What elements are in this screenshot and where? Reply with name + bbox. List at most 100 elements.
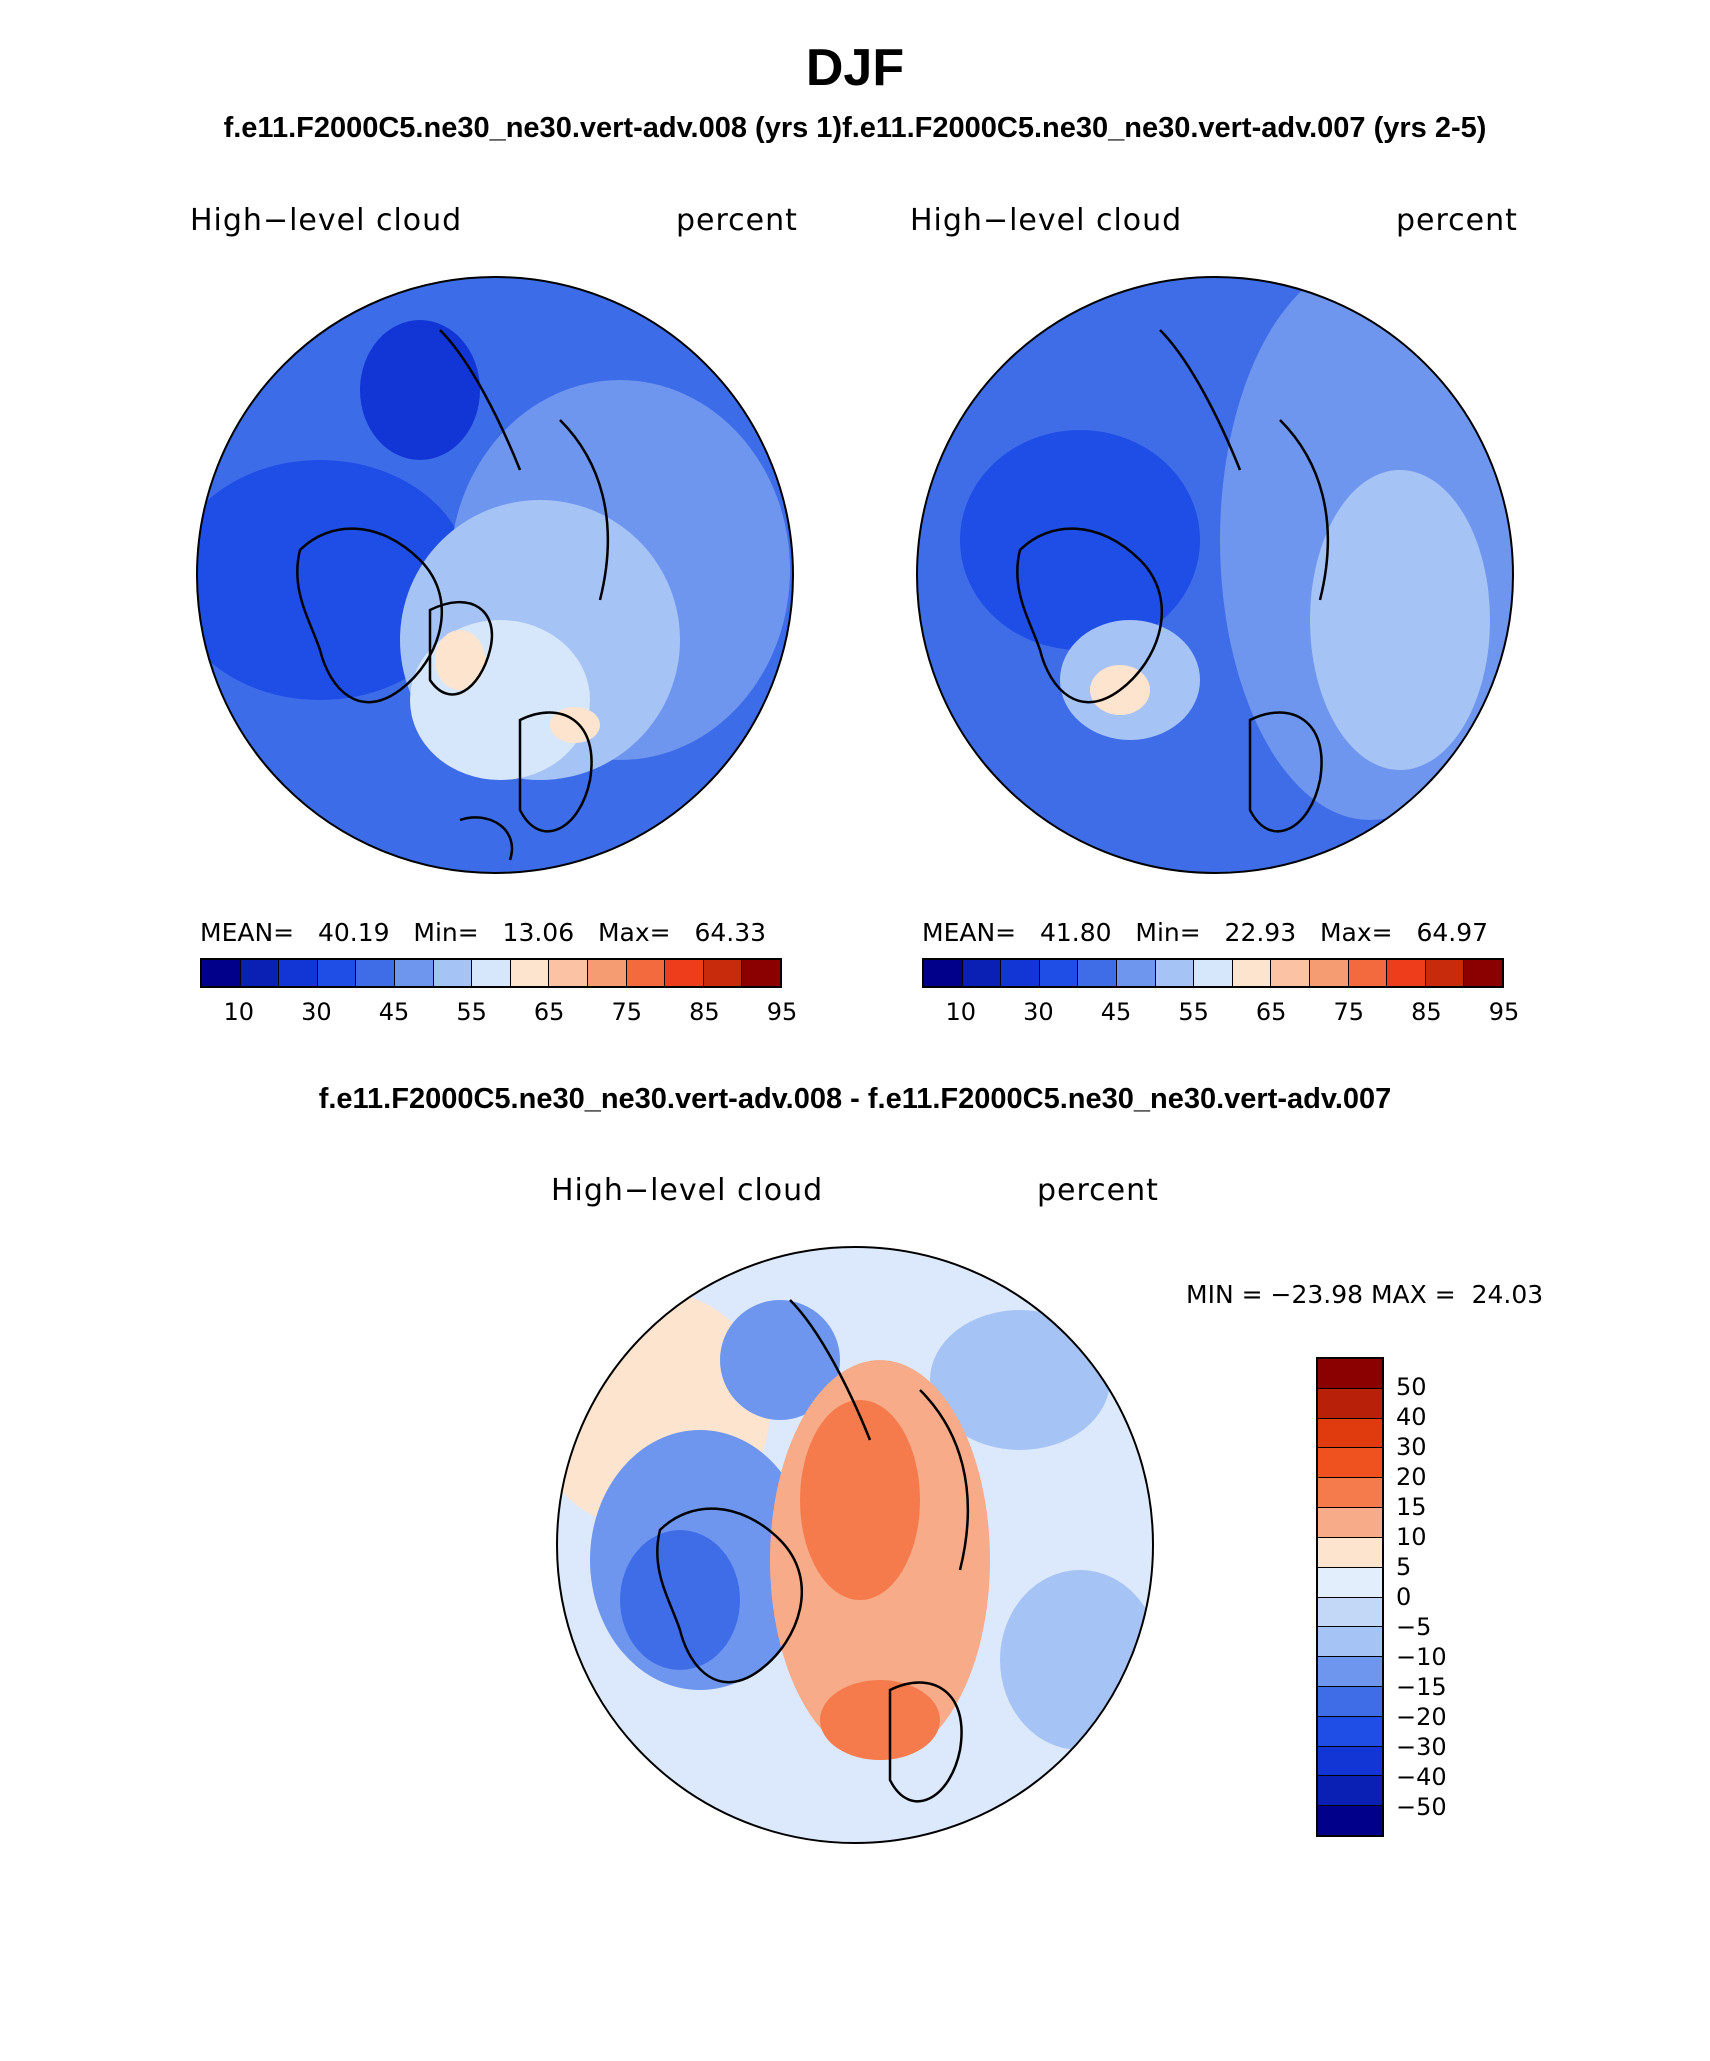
colorbar-tick-label: −10 bbox=[1396, 1643, 1447, 1671]
colorbar-swatch bbox=[1078, 960, 1117, 986]
panel1-mean-value: 40.19 bbox=[317, 918, 390, 947]
colorbar-swatch bbox=[394, 960, 434, 986]
panel1-min-label: Min= bbox=[413, 918, 479, 947]
panel3-warm-region bbox=[800, 1400, 920, 1600]
panel2-variable: High−level cloud bbox=[910, 203, 1183, 238]
panel2-colorbar bbox=[922, 958, 1504, 988]
panel3-max-label: MAX = bbox=[1370, 1280, 1456, 1309]
panel1-light-region bbox=[410, 620, 590, 780]
colorbar-swatch bbox=[1318, 1657, 1382, 1687]
colorbar-swatch bbox=[1387, 960, 1426, 986]
colorbar-swatch bbox=[1318, 1478, 1382, 1509]
colorbar-tick-label: −5 bbox=[1396, 1613, 1432, 1641]
panel3-units: percent bbox=[1037, 1173, 1159, 1208]
panel1-mid-region bbox=[450, 380, 790, 760]
colorbar-tick-label: −40 bbox=[1396, 1763, 1447, 1791]
panel1-max-value: 64.33 bbox=[694, 918, 767, 947]
panel3-warm-region bbox=[557, 1290, 770, 1530]
colorbar-swatch bbox=[1232, 960, 1272, 986]
colorbar-tick-label: 20 bbox=[1396, 1463, 1427, 1491]
colorbar-swatch bbox=[1318, 1537, 1382, 1568]
colorbar-tick-label: 30 bbox=[301, 998, 332, 1026]
panel3-cool-region bbox=[1000, 1570, 1153, 1750]
panel3-cool-region bbox=[620, 1530, 740, 1670]
colorbar-tick-label: 55 bbox=[456, 998, 487, 1026]
panel2-warm-spot bbox=[1090, 665, 1150, 715]
panel3-min-label: MIN = bbox=[1186, 1280, 1263, 1309]
colorbar-tick-label: −50 bbox=[1396, 1793, 1447, 1821]
colorbar-swatch bbox=[703, 960, 743, 986]
panel2-mid-region bbox=[1220, 277, 1513, 820]
colorbar-tick-label: 0 bbox=[1396, 1583, 1412, 1611]
colorbar-swatch bbox=[1318, 1418, 1382, 1449]
colorbar-tick-label: 65 bbox=[1255, 998, 1287, 1026]
panel2-max-label: Max= bbox=[1319, 918, 1393, 947]
panel2-min-value: 22.93 bbox=[1224, 918, 1297, 947]
colorbar-tick-label: 65 bbox=[533, 998, 565, 1026]
colorbar-swatch bbox=[1194, 960, 1233, 986]
colorbar-swatch bbox=[1309, 960, 1349, 986]
colorbar-swatch bbox=[1318, 1746, 1382, 1777]
panel3-warm-region bbox=[820, 1680, 940, 1760]
panel1-light-region bbox=[400, 500, 680, 780]
colorbar-tick-label: 75 bbox=[611, 998, 643, 1026]
season-title: DJF bbox=[805, 39, 905, 97]
colorbar-swatch bbox=[1318, 1388, 1382, 1419]
colorbar-tick-label: 30 bbox=[1396, 1433, 1427, 1461]
colorbar-swatch bbox=[626, 960, 666, 986]
panel1-units: percent bbox=[676, 203, 798, 238]
colorbar-swatch bbox=[924, 960, 963, 986]
panel3-cool-region bbox=[930, 1310, 1110, 1450]
colorbar-swatch bbox=[1039, 960, 1079, 986]
colorbar-swatch bbox=[433, 960, 473, 986]
colorbar-tick-label: 30 bbox=[1023, 998, 1054, 1026]
panel2-light-region bbox=[1060, 620, 1200, 740]
panel2-mean-value: 41.80 bbox=[1039, 918, 1112, 947]
difference-title: f.e11.F2000C5.ne30_ne30.vert-adv.008 - f… bbox=[318, 1083, 1392, 1115]
colorbar-tick-label: −15 bbox=[1396, 1673, 1447, 1701]
panel3-coastlines bbox=[656, 1299, 970, 1803]
colorbar-tick-label: 85 bbox=[689, 998, 720, 1026]
panel1-max-label: Max= bbox=[597, 918, 671, 947]
colorbar-tick-label: 85 bbox=[1411, 998, 1442, 1026]
panel2-min-label: Min= bbox=[1135, 918, 1201, 947]
panel2-base-field bbox=[917, 277, 1513, 873]
panel2-coastlines bbox=[1016, 329, 1330, 833]
panel3-min-value: −23.98 bbox=[1270, 1280, 1364, 1309]
panel1-mean-label: MEAN= bbox=[200, 918, 295, 947]
colorbar-tick-label: 95 bbox=[766, 998, 798, 1026]
colorbar-tick-label: 95 bbox=[1488, 998, 1520, 1026]
colorbar-swatch bbox=[317, 960, 357, 986]
colorbar-swatch bbox=[1318, 1686, 1382, 1717]
colorbar-swatch bbox=[1116, 960, 1156, 986]
colorbar-tick-label: 15 bbox=[1396, 1493, 1427, 1521]
colorbar-swatch bbox=[1271, 960, 1310, 986]
panel1-variable: High−level cloud bbox=[190, 203, 463, 238]
colorbar-tick-label: 10 bbox=[223, 998, 255, 1026]
panel2-stats: MEAN= 41.80 Min= 22.93 Max= 64.97 bbox=[922, 918, 1488, 947]
panel1-colorbar-ticks: 10 30 45 55 65 75 85 95 bbox=[200, 998, 798, 1028]
colorbar-swatch bbox=[742, 960, 780, 986]
colorbar-swatch bbox=[1318, 1806, 1382, 1835]
colorbar-swatch bbox=[240, 960, 280, 986]
panel1-dark-region bbox=[360, 320, 480, 460]
panel1-stats: MEAN= 40.19 Min= 13.06 Max= 64.33 bbox=[200, 918, 766, 947]
panel1-warm-spot bbox=[435, 630, 485, 690]
panel3-base-field bbox=[557, 1247, 1153, 1843]
colorbar-swatch bbox=[1318, 1776, 1382, 1807]
colorbar-swatch bbox=[1155, 960, 1195, 986]
colorbar-swatch bbox=[665, 960, 704, 986]
panel3-cool-region bbox=[590, 1430, 810, 1690]
colorbar-swatch bbox=[202, 960, 241, 986]
colorbar-swatch bbox=[1348, 960, 1388, 986]
panel1-dark-region bbox=[197, 460, 470, 700]
panel3-colorbar-ticks: 50 40 30 20 15 10 5 0 −5 −10 −15 −20 −30 −40 −50 bbox=[1396, 1357, 1476, 1837]
colorbar-swatch bbox=[1318, 1627, 1382, 1658]
colorbar-swatch bbox=[1425, 960, 1465, 986]
colorbar-tick-label: 10 bbox=[1396, 1523, 1427, 1551]
colorbar-tick-label: 5 bbox=[1396, 1553, 1412, 1581]
panel2-colorbar-ticks: 10 30 45 55 65 75 85 95 bbox=[922, 998, 1520, 1028]
panel1-base-field bbox=[197, 277, 793, 873]
colorbar-swatch bbox=[1318, 1508, 1382, 1538]
panel3-cool-region bbox=[720, 1300, 840, 1420]
